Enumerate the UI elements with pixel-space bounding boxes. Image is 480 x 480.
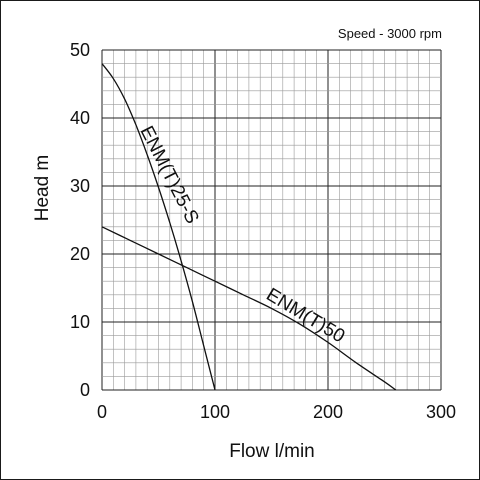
speed-annotation: Speed - 3000 rpm [338, 26, 442, 41]
x-tick-label: 0 [97, 402, 107, 422]
y-tick-label: 10 [70, 312, 90, 332]
y-axis-label: Head m [32, 155, 53, 222]
y-tick-label: 40 [70, 108, 90, 128]
curves [101, 63, 397, 391]
x-axis-label: Flow l/min [229, 441, 315, 462]
series-line-enmt50 [101, 226, 397, 391]
x-tick-label: 100 [200, 402, 230, 422]
y-tick-label: 30 [70, 176, 90, 196]
y-tick-label: 20 [70, 244, 90, 264]
x-tick-label: 300 [426, 402, 456, 422]
y-tick-label: 0 [80, 380, 90, 400]
x-tick-label: 200 [313, 402, 343, 422]
series-line-enmt25s [101, 63, 216, 391]
tick-labels: 0 100 200 300 0 10 20 30 40 50 [70, 40, 456, 422]
grid [101, 49, 442, 391]
y-tick-label: 50 [70, 40, 90, 60]
